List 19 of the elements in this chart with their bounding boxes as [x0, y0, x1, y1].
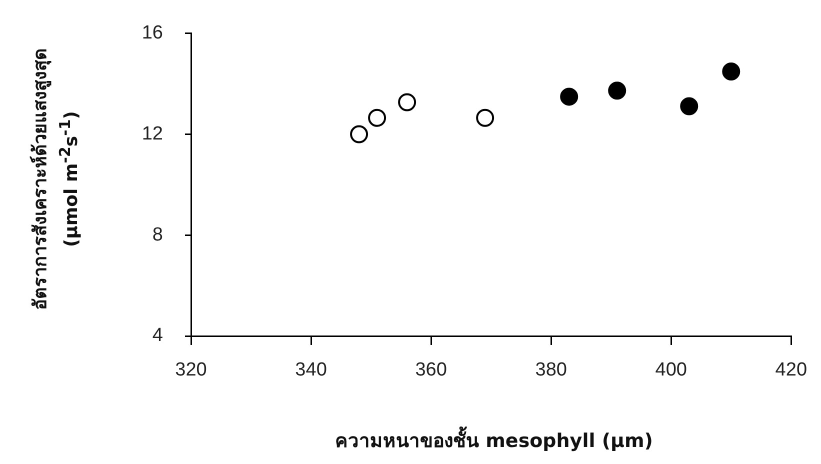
point	[680, 97, 698, 116]
point	[398, 93, 416, 112]
y-tick-label: 4	[152, 325, 164, 346]
point	[350, 125, 368, 144]
x-tick-label: 400	[655, 360, 687, 381]
x-tick-label: 380	[535, 360, 567, 381]
x-tick-label: 320	[175, 360, 207, 381]
point	[476, 108, 494, 127]
x-tick-label: 420	[775, 360, 807, 381]
y-tick-label: 8	[152, 224, 163, 246]
point	[368, 108, 386, 127]
y-tick-label: 12	[142, 124, 163, 144]
point	[722, 62, 740, 80]
x-tick-label: 360	[415, 360, 447, 381]
y-tick-label: 16	[142, 22, 163, 44]
x-axis-title: ความหนาของชั้น mesophyll (μm)	[334, 426, 654, 454]
x-tick-label: 340	[295, 360, 327, 381]
point	[560, 88, 578, 106]
point	[608, 82, 626, 100]
